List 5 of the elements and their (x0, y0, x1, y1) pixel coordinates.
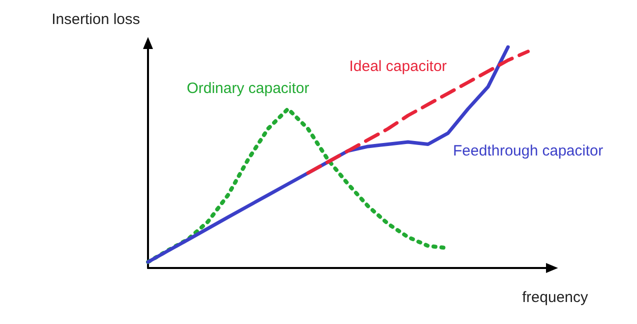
series-label: Feedthrough capacitor (453, 142, 604, 160)
x-axis-title: frequency (522, 289, 588, 306)
series-label: Ordinary capacitor (186, 80, 310, 97)
y-axis-title: Insertion loss (52, 11, 140, 28)
series-label: Ideal capacitor (349, 58, 447, 75)
